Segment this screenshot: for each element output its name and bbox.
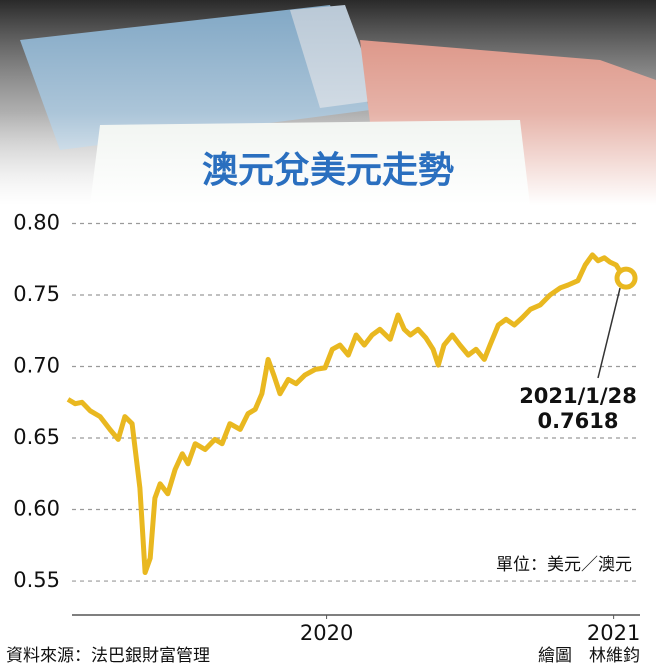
- end-marker: [614, 266, 638, 290]
- y-tick-label: 0.80: [13, 210, 60, 234]
- y-tick-label: 0.65: [13, 425, 60, 449]
- unit-label: 單位：美元／澳元: [496, 555, 632, 575]
- chart-title: 澳元兌美元走勢: [202, 150, 454, 191]
- header-photo: [0, 0, 656, 205]
- line-series: [66, 252, 628, 575]
- source: 資料來源：法巴銀財富管理: [6, 646, 210, 666]
- y-tick-label: 0.75: [13, 282, 60, 306]
- y-tick-label: 0.70: [13, 354, 60, 378]
- annotation-date: 2021/1/28: [519, 384, 637, 408]
- y-tick-label: 0.55: [13, 568, 60, 592]
- annotation-leader: [597, 287, 621, 379]
- credit: 繪圖 林維鈞: [538, 646, 640, 666]
- annotation-value: 0.7618: [537, 409, 618, 433]
- y-tick-label: 0.60: [13, 497, 60, 521]
- x-tick-label: 2021: [587, 621, 640, 645]
- x-tick-label: 2020: [300, 621, 353, 645]
